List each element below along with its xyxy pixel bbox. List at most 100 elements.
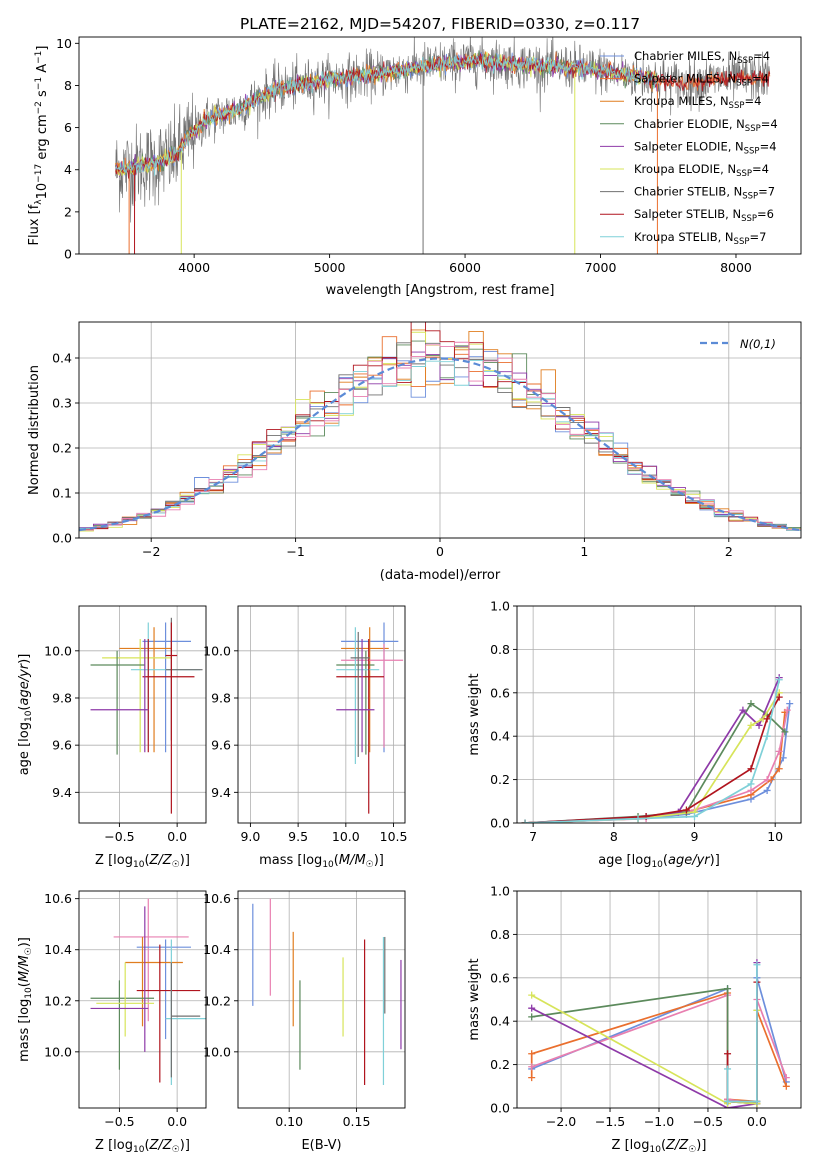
label-part: −2 bbox=[34, 101, 44, 114]
label-part: )] bbox=[710, 853, 720, 868]
series-marker bbox=[782, 1082, 790, 1090]
y-tick-label: 10.6 bbox=[203, 891, 231, 906]
legend-label-sub: SSP bbox=[736, 79, 752, 89]
label-part: 10 bbox=[24, 710, 34, 722]
series-marker bbox=[724, 1065, 732, 1073]
x-tick-label: −0.5 bbox=[693, 1114, 723, 1129]
legend-label-sub: SSP bbox=[736, 169, 752, 179]
legend-label-base: Chabrier MILES, N bbox=[634, 49, 737, 63]
x-axis-label: age [log10(age/yr)] bbox=[598, 853, 720, 870]
x-tick-label: 9 bbox=[691, 829, 699, 844]
label-part: )] bbox=[374, 853, 384, 868]
legend-label-tail: =4 bbox=[752, 72, 769, 86]
label-part: )] bbox=[696, 1138, 706, 1153]
x-tick-label: −2.0 bbox=[546, 1114, 576, 1129]
label-part: Flux [f bbox=[27, 204, 42, 245]
series-marker bbox=[747, 721, 755, 729]
axes-frame bbox=[237, 890, 406, 1109]
label-part: )] bbox=[17, 937, 32, 947]
legend-label: Salpeter STELIB, NSSP=6 bbox=[634, 207, 774, 224]
label-part: age/yr bbox=[668, 853, 711, 868]
series-marker bbox=[747, 765, 755, 773]
series-marker bbox=[775, 747, 783, 755]
label-part: mass weight bbox=[467, 673, 482, 755]
series-marker bbox=[521, 819, 529, 823]
series-marker bbox=[528, 1050, 536, 1058]
series-marker bbox=[775, 693, 783, 701]
label-part: 10 bbox=[35, 183, 50, 200]
x-tick-label: 9.5 bbox=[288, 829, 308, 844]
y-tick-label: 9.4 bbox=[211, 785, 231, 800]
y-tick-label: 0.6 bbox=[490, 970, 510, 985]
label-part: Z [log bbox=[612, 1138, 650, 1153]
series-marker bbox=[528, 1074, 536, 1082]
y-tick-label: 9.6 bbox=[52, 738, 72, 753]
y-tick-label: 10.0 bbox=[203, 1044, 231, 1059]
label-part: 10 bbox=[133, 1145, 145, 1155]
legend-label-base: Kroupa STELIB, N bbox=[634, 230, 734, 244]
x-axis-label: mass [log10(M/M☉)] bbox=[259, 853, 384, 870]
label-part: ( bbox=[661, 1138, 666, 1153]
series-marker bbox=[724, 1097, 732, 1105]
y-tick-label: 1.0 bbox=[490, 599, 510, 614]
label-part: ( bbox=[663, 853, 668, 868]
series-marker bbox=[747, 786, 755, 794]
series-marker bbox=[682, 806, 690, 814]
legend-label-sub: SSP bbox=[745, 124, 761, 134]
y-tick-label: 6 bbox=[64, 120, 72, 135]
label-part: ☉ bbox=[366, 860, 374, 870]
legend-label-sub: SSP bbox=[729, 101, 745, 111]
spectrum-model-line bbox=[115, 54, 658, 176]
legend-label-tail: =4 bbox=[760, 139, 777, 153]
y-tick-label: 0.4 bbox=[490, 1014, 510, 1029]
gaussian-curve bbox=[79, 357, 801, 532]
label-part: 10 bbox=[651, 860, 663, 870]
legend-label: N(0,1) bbox=[740, 337, 776, 351]
series-line bbox=[525, 703, 791, 823]
y-tick-label: 9.8 bbox=[52, 690, 72, 705]
x-tick-label: 7 bbox=[529, 829, 537, 844]
axes-frame bbox=[516, 605, 802, 824]
axes-frame bbox=[78, 321, 802, 539]
y-tick-label: 0.8 bbox=[490, 642, 510, 657]
y-tick-label: 9.6 bbox=[211, 738, 231, 753]
series-marker bbox=[783, 706, 791, 714]
series-marker bbox=[781, 728, 789, 736]
histogram-step-line bbox=[79, 360, 801, 531]
x-tick-label: 10 bbox=[767, 829, 783, 844]
y-axis-label: mass weight bbox=[467, 673, 482, 755]
y-tick-label: 0.0 bbox=[490, 816, 510, 831]
figure-title: PLATE=2162, MJD=54207, FIBERID=0330, z=0… bbox=[240, 15, 640, 33]
series-marker bbox=[775, 676, 783, 684]
label-part: Z [log bbox=[95, 853, 133, 868]
label-part: ( bbox=[17, 982, 32, 987]
series-marker bbox=[755, 721, 763, 729]
legend-label-base: Chabrier ELODIE, N bbox=[634, 117, 745, 131]
x-tick-label: 0 bbox=[436, 544, 444, 559]
label-part: age [log bbox=[598, 853, 651, 868]
legend-label-sub: SSP bbox=[741, 214, 757, 224]
label-part: λ bbox=[34, 199, 44, 205]
series-marker bbox=[724, 985, 732, 993]
y-tick-label: 9.8 bbox=[211, 690, 231, 705]
series-marker bbox=[528, 991, 536, 999]
age-vs-mass-panel: 9.0 9.5 10.0 10.5 9.4 9.6 9.8 10.0 mass [log10(M… bbox=[203, 605, 407, 870]
series-line bbox=[525, 696, 780, 823]
legend-label-tail: =4 bbox=[744, 94, 761, 108]
spectrum-lines bbox=[115, 37, 771, 254]
label-part: ☉ bbox=[172, 1145, 180, 1155]
y-tick-label: 0.2 bbox=[490, 772, 510, 787]
x-tick-label: 9.0 bbox=[240, 829, 260, 844]
y-axis-label: Flux [fλ10−17 erg cm−2 s−1 A−1] bbox=[27, 46, 50, 246]
x-tick-label: 0.0 bbox=[167, 829, 187, 844]
legend-label-tail: =7 bbox=[749, 230, 766, 244]
x-axis-label: Z [log10(Z/Z☉)] bbox=[95, 1138, 190, 1155]
label-part: E(B-V) bbox=[301, 1138, 341, 1153]
mass-vs-Z-panel: −0.5 0.010.010.210.410.6Z [log10(Z/Z☉)]ma… bbox=[17, 890, 207, 1155]
legend-label: Kroupa STELIB, NSSP=7 bbox=[634, 230, 766, 247]
x-tick-label: 6000 bbox=[449, 260, 481, 275]
label-part: )] bbox=[180, 853, 190, 868]
y-axis-label: age [log10(age/yr)] bbox=[17, 654, 34, 776]
legend-label-tail: =4 bbox=[752, 162, 769, 176]
x-tick-label: 0.10 bbox=[275, 1114, 303, 1129]
